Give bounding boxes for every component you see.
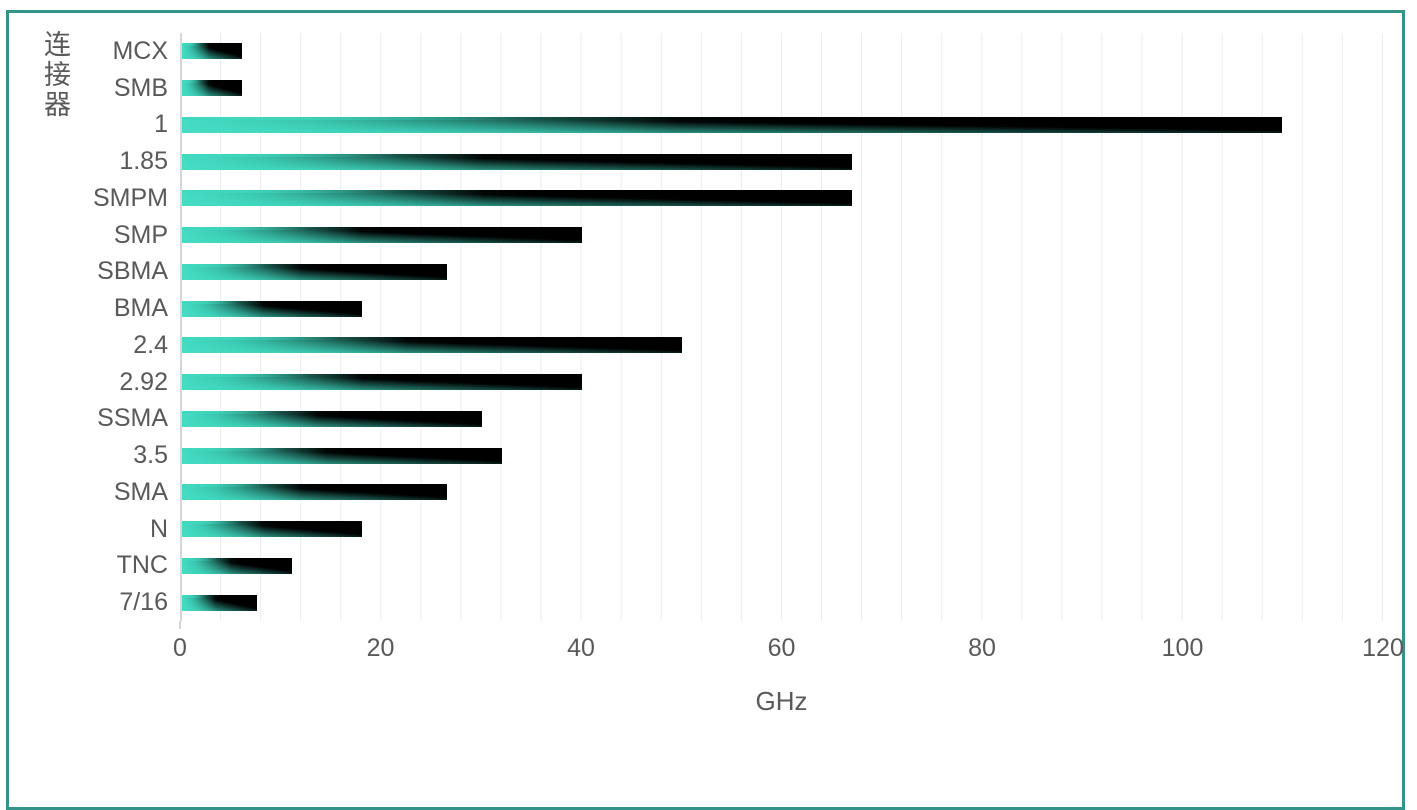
x-axis-zero-tick xyxy=(179,621,181,629)
category-label: 2.92 xyxy=(119,367,168,396)
bar xyxy=(182,594,257,611)
bar-row xyxy=(182,548,1382,585)
x-tick-label: 80 xyxy=(968,634,996,662)
x-tick-label: 120 xyxy=(1362,634,1404,662)
bar-row xyxy=(182,107,1382,144)
bar xyxy=(182,410,482,427)
x-axis-title: GHz xyxy=(755,686,808,716)
bar xyxy=(182,263,447,280)
category-label: TNC xyxy=(116,551,168,580)
bar-row xyxy=(182,584,1382,621)
category-label: 7/16 xyxy=(119,588,168,617)
category-label: 2.4 xyxy=(133,330,168,359)
bar xyxy=(182,484,447,501)
x-tick-label: 20 xyxy=(366,634,395,662)
category-label: SMPM xyxy=(93,183,168,212)
bar-rows xyxy=(182,33,1382,621)
bar-row xyxy=(182,217,1382,254)
bar-row xyxy=(182,511,1382,548)
bar-row xyxy=(182,401,1382,438)
bar-row xyxy=(182,290,1382,327)
category-label: N xyxy=(149,514,168,543)
bar xyxy=(182,521,362,538)
bar xyxy=(182,43,242,60)
x-tick-label: 60 xyxy=(767,634,796,662)
chart-canvas: { "frame": { "border_color": "#35948A" }… xyxy=(6,10,1405,810)
category-label: SBMA xyxy=(97,257,168,286)
category-label: SSMA xyxy=(97,404,168,433)
bar xyxy=(182,80,242,97)
bar xyxy=(182,374,582,391)
bar-row xyxy=(182,327,1382,364)
bar-row xyxy=(182,143,1382,180)
category-label: 1.85 xyxy=(119,147,168,176)
bar-row xyxy=(182,474,1382,511)
x-tick-label: 0 xyxy=(173,634,187,662)
bar xyxy=(182,227,582,244)
category-label: BMA xyxy=(113,294,168,323)
bar xyxy=(182,337,682,354)
y-axis-line xyxy=(180,33,182,621)
x-tick-label: 100 xyxy=(1161,634,1204,662)
category-label: 3.5 xyxy=(133,441,168,470)
bar-row xyxy=(182,437,1382,474)
bar-row xyxy=(182,70,1382,107)
plot-area xyxy=(180,33,1383,621)
bar xyxy=(182,190,852,207)
bar xyxy=(182,557,292,574)
bar xyxy=(182,153,852,170)
bar-row xyxy=(182,180,1382,217)
bar xyxy=(182,116,1282,133)
y-axis-title: 连接器 xyxy=(44,30,72,121)
x-tick-label: 40 xyxy=(567,634,595,662)
bar-row xyxy=(182,254,1382,291)
category-labels: MCX SMB 1 1.85 SMPM SMP SBMA BMA 2.4 2.92 SSMA 3.5 S… xyxy=(20,33,168,621)
bar xyxy=(182,300,362,317)
category-label: 1 xyxy=(154,110,168,139)
category-label: SMP xyxy=(113,220,168,249)
bar-row xyxy=(182,364,1382,401)
category-label: MCX xyxy=(112,36,168,65)
category-label: SMB xyxy=(113,73,168,102)
bar-row xyxy=(182,33,1382,70)
category-label: SMA xyxy=(113,477,168,506)
bar xyxy=(182,447,502,464)
x-axis-ticks: 0 20 40 60 80 100 120 xyxy=(173,634,1404,664)
